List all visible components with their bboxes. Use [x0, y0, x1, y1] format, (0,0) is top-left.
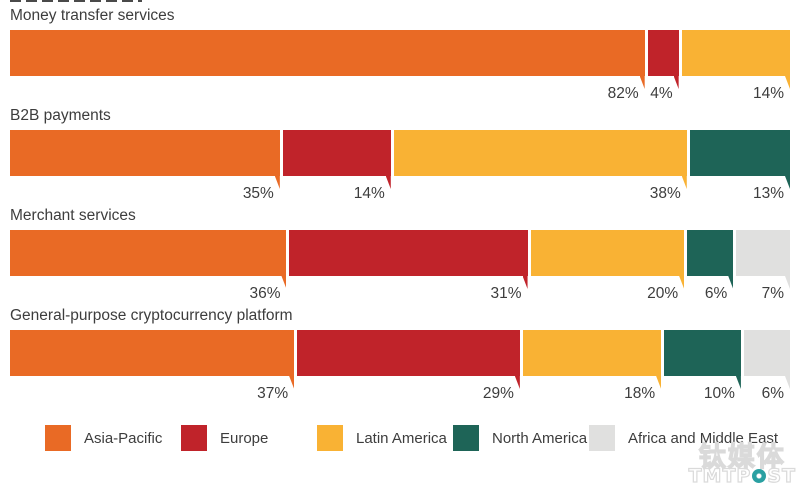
legend-swatch-africa-and-middle-east — [589, 425, 615, 451]
segment-asia-pacific: 35% — [10, 130, 280, 202]
segment-pointer-tail — [784, 376, 790, 389]
legend-label: Asia-Pacific — [84, 429, 163, 447]
legend-label: North America — [492, 429, 588, 447]
segment-pointer-tail — [639, 76, 645, 89]
segment-europe: 4% — [647, 30, 679, 102]
watermark-latin-text: TMTP ST — [688, 464, 796, 487]
segment-north-america: 13% — [689, 130, 790, 202]
value-label: 13% — [752, 185, 784, 202]
legend-item-latin-america: Latin America — [317, 425, 453, 451]
value-label: 4% — [650, 85, 673, 102]
legend-swatch-north-america — [453, 425, 479, 451]
value-label: 20% — [647, 285, 679, 302]
chart-row-b2b-payments: B2B payments 35% 14% 38% 13% — [10, 107, 790, 202]
legend-label: Europe — [220, 429, 269, 447]
legend-swatch-asia-pacific — [45, 425, 71, 451]
segment-pointer-tail — [656, 376, 662, 389]
value-label: 35% — [242, 185, 274, 202]
category-label: Merchant services — [10, 207, 136, 224]
segment-latin-america: 38% — [393, 130, 687, 202]
watermark-text-right: ST — [767, 464, 796, 487]
segment-europe: 29% — [297, 330, 520, 402]
segment-europe: 14% — [282, 130, 391, 202]
stacked-bar: 36% 31% 20% 6% 7% — [10, 230, 790, 302]
chart-area: Money transfer services 82% 4% 14% B2B payme… — [10, 7, 790, 402]
category-label: General-purpose cryptocurrency platform — [10, 307, 293, 324]
segment-latin-america: 20% — [530, 230, 685, 302]
stacked-bar: 37% 29% 18% 10% 6% — [10, 330, 790, 402]
category-label: B2B payments — [10, 107, 111, 124]
segment-pointer-tail — [681, 176, 687, 189]
legend-swatch-europe — [181, 425, 207, 451]
chart-row-money-transfer-services: Money transfer services 82% 4% 14% — [10, 7, 790, 102]
segment-pointer-tail — [728, 276, 734, 289]
legend-item-europe: Europe — [181, 425, 317, 451]
value-label: 18% — [624, 385, 656, 402]
segment-pointer-tail — [785, 76, 790, 89]
segment-pointer-tail — [679, 276, 685, 289]
segment-latin-america: 14% — [681, 30, 790, 102]
segment-pointer-tail — [785, 276, 790, 289]
segment-pointer-tail — [281, 276, 287, 289]
legend-item-north-america: North America — [453, 425, 589, 451]
value-label: 10% — [703, 385, 735, 402]
segment-pointer-tail — [514, 376, 520, 389]
segment-pointer-tail — [522, 276, 528, 289]
segment-europe: 31% — [289, 230, 528, 302]
category-label: Money transfer services — [10, 7, 175, 24]
legend-item-africa-and-middle-east: Africa and Middle East — [589, 425, 778, 451]
segment-africa-and-middle-east: 6% — [743, 330, 790, 402]
segment-pointer-tail — [385, 176, 391, 189]
value-label: 14% — [752, 85, 784, 102]
chart-row-merchant-services: Merchant services 36% 31% 20% 6% 7% — [10, 207, 790, 302]
legend-swatch-latin-america — [317, 425, 343, 451]
cropped-text-remnant — [10, 0, 142, 2]
legend: Asia-Pacific Europe Latin America North Ame… — [0, 425, 800, 451]
segment-north-america: 10% — [664, 330, 741, 402]
value-label: 6% — [704, 285, 728, 302]
segment-asia-pacific: 37% — [10, 330, 295, 402]
legend-label: Latin America — [356, 429, 447, 447]
value-label: 38% — [649, 185, 681, 202]
segment-pointer-tail — [289, 376, 295, 389]
segment-pointer-tail — [735, 376, 741, 389]
watermark-circle-icon — [752, 469, 767, 483]
legend-label: Africa and Middle East — [628, 429, 779, 447]
segment-africa-and-middle-east: 7% — [736, 230, 790, 302]
value-label: 31% — [490, 285, 522, 302]
value-label: 36% — [249, 285, 281, 302]
stacked-bar: 82% 4% 14% — [10, 30, 790, 102]
legend-item-asia-pacific: Asia-Pacific — [45, 425, 181, 451]
value-label: 82% — [607, 85, 639, 102]
segment-latin-america: 18% — [522, 330, 662, 402]
segment-asia-pacific: 82% — [10, 30, 645, 102]
watermark-text-left: TMTP — [688, 464, 752, 487]
segment-pointer-tail — [673, 76, 679, 89]
stacked-bar: 35% 14% 38% 13% — [10, 130, 790, 202]
segment-pointer-tail — [785, 176, 790, 189]
value-label: 6% — [761, 385, 784, 402]
value-label: 14% — [353, 185, 385, 202]
segment-pointer-tail — [274, 176, 280, 189]
segment-asia-pacific: 36% — [10, 230, 287, 302]
value-label: 7% — [761, 285, 784, 302]
value-label: 29% — [482, 385, 514, 402]
chart-row-general-purpose-cryptocurrency-platform: General-purpose cryptocurrency platform 3… — [10, 307, 790, 402]
segment-north-america: 6% — [687, 230, 734, 302]
watermark: 钛媒体 TMTP ST — [688, 443, 796, 487]
value-label: 37% — [257, 385, 289, 402]
